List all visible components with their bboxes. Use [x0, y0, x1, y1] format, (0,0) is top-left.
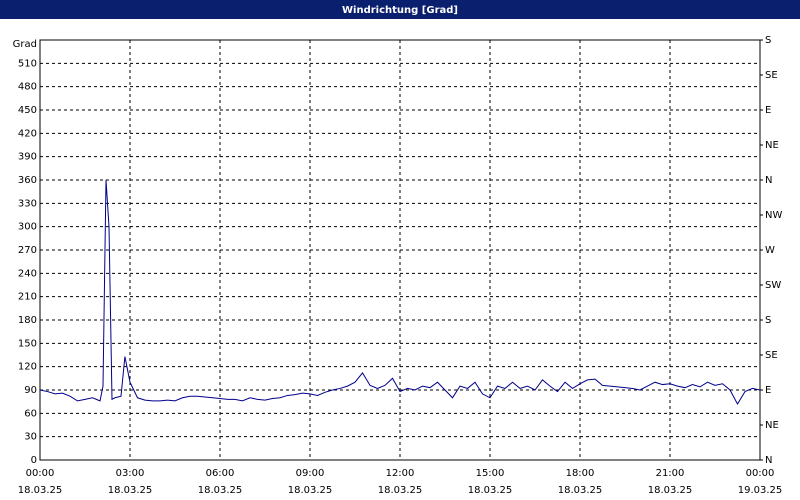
x-tick-label: 00:00 [26, 468, 55, 479]
x-tick-label: 00:00 [746, 468, 775, 479]
y-tick-label: 30 [24, 432, 37, 443]
x-tick-date: 18.03.25 [288, 485, 333, 496]
x-tick-date: 18.03.25 [468, 485, 513, 496]
y-tick-label: 60 [24, 408, 37, 419]
x-tick-date: 18.03.25 [108, 485, 153, 496]
x-tick-label: 09:00 [296, 468, 325, 479]
y2-tick-label: W [765, 245, 775, 256]
x-tick-date: 18.03.25 [18, 485, 63, 496]
x-tick-date: 18.03.25 [648, 485, 693, 496]
y2-tick-label: NE [765, 140, 779, 151]
y2-tick-label: S [765, 35, 771, 46]
y-tick-label: 300 [18, 222, 37, 233]
y-tick-label: 420 [18, 128, 37, 139]
y-tick-label: 180 [18, 315, 37, 326]
y-tick-label: 150 [18, 338, 37, 349]
y2-tick-label: NE [765, 420, 779, 431]
y2-tick-label: E [765, 105, 771, 116]
x-tick-label: 18:00 [566, 468, 595, 479]
x-tick-label: 12:00 [386, 468, 415, 479]
y-tick-label: 240 [18, 268, 37, 279]
y-tick-label: 90 [24, 385, 37, 396]
x-tick-date: 18.03.25 [378, 485, 423, 496]
y-tick-label: 0 [31, 455, 37, 466]
y-tick-label: 210 [18, 292, 37, 303]
x-tick-label: 03:00 [116, 468, 145, 479]
y2-tick-label: N [765, 455, 772, 466]
y-tick-label: 510 [18, 58, 37, 69]
y2-tick-label: NW [765, 210, 782, 221]
y2-tick-label: N [765, 175, 772, 186]
plot-frame [39, 39, 761, 461]
x-tick-label: 06:00 [206, 468, 235, 479]
chart-title: Windrichtung [Grad] [342, 5, 458, 16]
y2-tick-label: SE [765, 350, 778, 361]
x-tick-date: 19.03.25 [738, 485, 783, 496]
y-axis-label: Grad [13, 39, 37, 50]
x-tick-date: 18.03.25 [558, 485, 603, 496]
y-tick-label: 450 [18, 105, 37, 116]
y-tick-label: 120 [18, 362, 37, 373]
y2-tick-label: S [765, 315, 771, 326]
data-line [39, 179, 761, 406]
y-tick-label: 360 [18, 175, 37, 186]
x-tick-label: 21:00 [656, 468, 685, 479]
x-tick-label: 15:00 [476, 468, 505, 479]
x-tick-date: 18.03.25 [198, 485, 243, 496]
y2-tick-label: SE [765, 70, 778, 81]
y-tick-label: 480 [18, 82, 37, 93]
y2-tick-label: SW [765, 280, 781, 291]
y-tick-label: 270 [18, 245, 37, 256]
y2-tick-label: E [765, 385, 771, 396]
y-tick-label: 390 [18, 152, 37, 163]
title-bar [0, 0, 800, 19]
y-tick-label: 330 [18, 198, 37, 209]
